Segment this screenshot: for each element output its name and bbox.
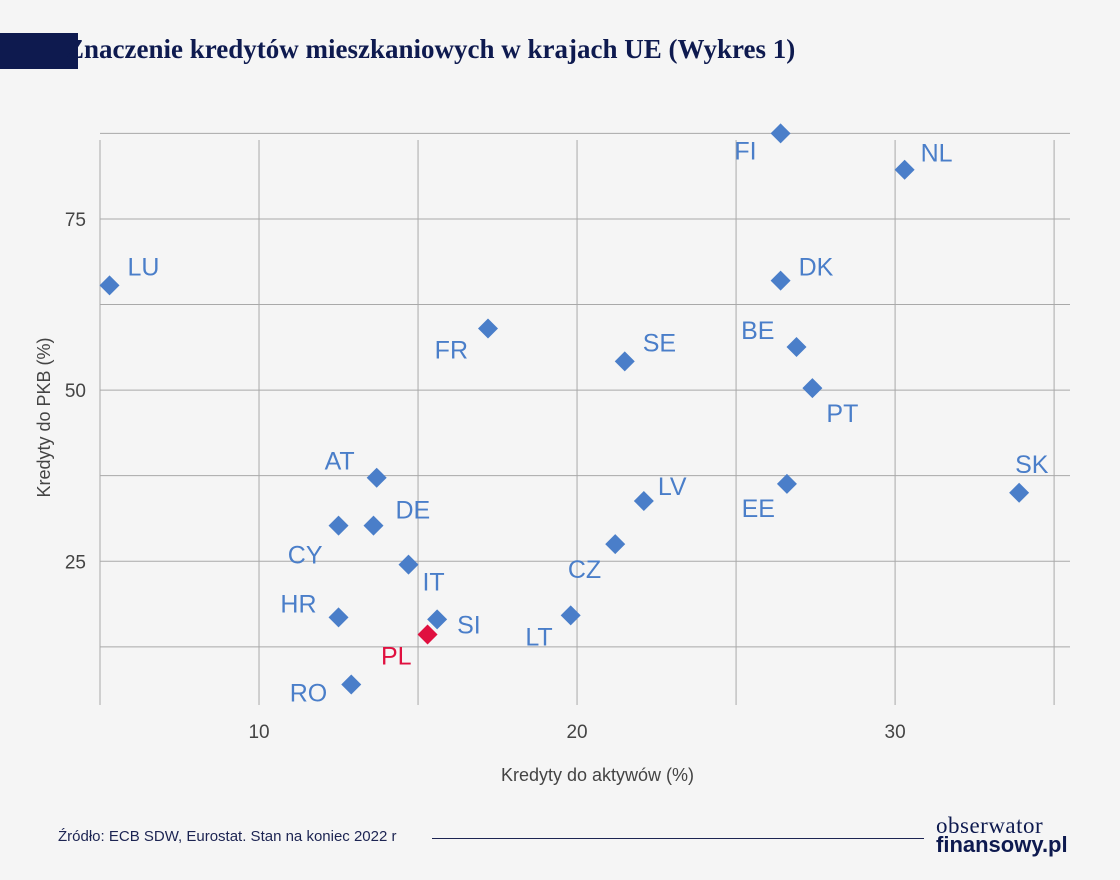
data-label-it: IT — [422, 569, 444, 597]
y-tick-label: 75 — [65, 210, 86, 231]
data-point-dk — [770, 270, 791, 291]
data-point-lt — [560, 605, 581, 626]
data-point-be — [786, 336, 807, 357]
data-point-cy — [328, 515, 349, 536]
y-axis-title: Kredyty do PKB (%) — [34, 337, 54, 497]
data-point-lu — [99, 275, 120, 296]
data-label-at: AT — [325, 448, 355, 476]
data-label-pl: PL — [381, 642, 412, 670]
data-point-de — [363, 515, 384, 536]
y-tick-label: 50 — [65, 381, 86, 402]
data-point-se — [614, 351, 635, 372]
data-label-pt: PT — [826, 400, 858, 428]
data-point-it — [398, 554, 419, 575]
logo-line2: finansowy.pl — [936, 832, 1068, 857]
data-label-si: SI — [457, 611, 481, 639]
x-tick-label: 30 — [885, 722, 906, 743]
publisher-logo: obserwator finansowy.pl — [936, 814, 1076, 856]
chart-title: Znaczenie kredytów mieszkaniowych w kraj… — [66, 34, 796, 64]
x-axis-title: Kredyty do aktywów (%) — [501, 765, 694, 785]
data-label-ee: EE — [742, 495, 775, 523]
data-label-fi: FI — [734, 137, 756, 165]
data-label-fr: FR — [435, 337, 468, 365]
data-point-pl — [417, 624, 438, 645]
data-label-sk: SK — [1015, 451, 1049, 479]
data-label-cy: CY — [288, 542, 323, 570]
data-point-fr — [478, 318, 498, 339]
data-label-se: SE — [643, 329, 676, 357]
data-label-nl: NL — [921, 140, 953, 168]
data-point-ro — [341, 674, 362, 695]
y-tick-label: 25 — [65, 552, 86, 573]
title-accent-bar — [0, 33, 78, 69]
data-label-dk: DK — [799, 254, 834, 282]
data-point-hr — [328, 607, 349, 628]
data-point-cz — [605, 534, 626, 555]
data-label-de: DE — [396, 497, 431, 525]
x-tick-label: 10 — [248, 722, 269, 743]
source-note: Źródło: ECB SDW, Eurostat. Stan na konie… — [58, 828, 397, 845]
data-label-ro: RO — [290, 679, 328, 707]
data-point-fi — [770, 123, 791, 144]
data-point-nl — [894, 159, 915, 180]
data-label-lt: LT — [525, 623, 552, 651]
data-label-be: BE — [741, 317, 774, 345]
data-label-lv: LV — [658, 473, 687, 501]
data-point-si — [427, 609, 448, 630]
logo-line1: obserwator — [936, 813, 1044, 838]
data-point-pt — [802, 378, 823, 399]
data-label-lu: LU — [128, 253, 160, 281]
data-point-sk — [1009, 482, 1030, 503]
x-tick-label: 20 — [566, 722, 587, 743]
data-label-hr: HR — [280, 590, 316, 618]
data-point-ee — [776, 473, 797, 494]
data-point-at — [366, 467, 387, 488]
footer-divider — [432, 838, 924, 839]
data-point-lv — [633, 491, 654, 512]
data-label-cz: CZ — [568, 556, 601, 584]
